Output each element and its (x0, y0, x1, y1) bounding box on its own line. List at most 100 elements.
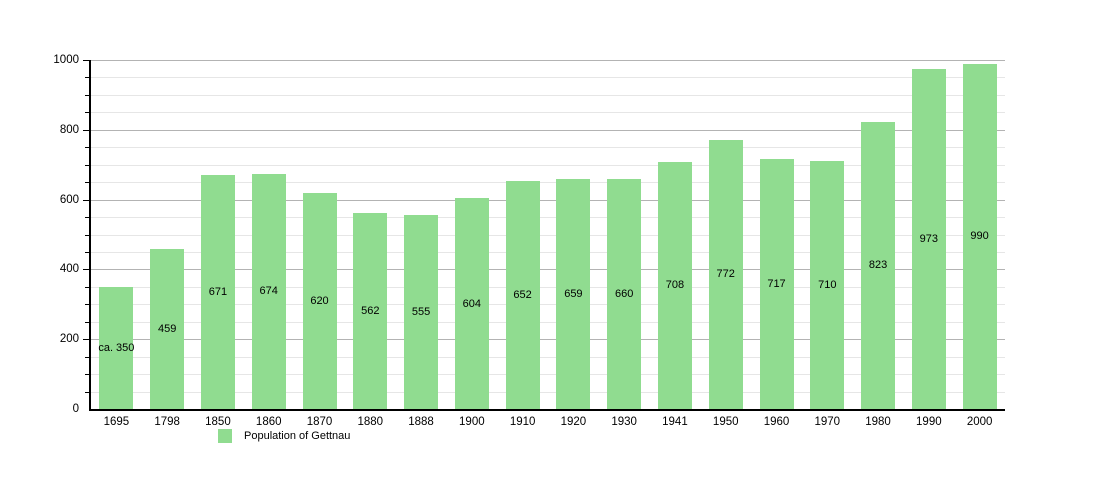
bar-value-label-1888: 555 (411, 306, 431, 319)
minor-gridline-950 (91, 77, 1005, 79)
x-axis-label-1910: 1910 (509, 416, 536, 428)
y-minor-tick-750 (85, 147, 89, 149)
x-axis-label-1950: 1950 (712, 416, 739, 428)
minor-gridline-650 (91, 182, 1005, 184)
x-axis-label-1990: 1990 (916, 416, 942, 428)
minor-gridline-500 (91, 234, 1005, 236)
x-axis-label-1960: 1960 (763, 416, 790, 428)
x-axis-label-1930: 1930 (611, 416, 637, 428)
x-axis-label-1870: 1870 (306, 416, 333, 428)
minor-gridline-450 (91, 251, 1005, 253)
minor-gridline-850 (91, 112, 1005, 114)
x-axis-label-1695: 1695 (103, 416, 130, 428)
y-minor-tick-700 (85, 164, 89, 166)
bar-1930: 660 (607, 178, 642, 409)
x-axis-label-1941: 1941 (662, 416, 688, 428)
bar-1870: 620 (302, 192, 337, 409)
x-axis-label-1850: 1850 (205, 416, 231, 428)
y-minor-tick-550 (85, 217, 89, 219)
x-axis-label-2000: 2000 (966, 416, 993, 428)
bar-value-label-1798: 459 (157, 322, 177, 335)
y-minor-tick-650 (85, 182, 89, 184)
bar-1990: 973 (911, 69, 946, 409)
minor-gridline-150 (91, 356, 1005, 358)
minor-gridline-350 (91, 286, 1005, 288)
bar-2000: 990 (962, 63, 997, 409)
major-gridline-600 (91, 199, 1005, 201)
minor-gridline-50 (91, 391, 1005, 393)
y-minor-tick-250 (85, 321, 89, 323)
bar-value-label-1990: 973 (919, 233, 939, 246)
minor-gridline-550 (91, 217, 1005, 219)
x-axis-label-1920: 1920 (560, 416, 587, 428)
legend-label: Population of Gettnau (244, 430, 351, 442)
bar-1950: 772 (708, 139, 743, 409)
major-gridline-1000 (91, 60, 1005, 61)
bar-1860: 674 (251, 173, 286, 409)
minor-gridline-900 (91, 94, 1005, 96)
bar-value-label-1970: 710 (818, 279, 837, 292)
bar-value-label-1950: 772 (716, 268, 735, 281)
y-minor-tick-450 (85, 251, 89, 253)
bar-1980: 823 (861, 121, 896, 409)
bar-1920: 659 (556, 179, 591, 409)
bar-1850: 671 (200, 174, 235, 409)
y-minor-tick-850 (85, 112, 89, 114)
bar-1900: 604 (454, 198, 489, 409)
legend-swatch-icon (218, 429, 232, 443)
y-axis-label-0: 0 (72, 403, 79, 415)
y-major-tick-200 (83, 339, 89, 341)
bar-value-label-1980: 823 (868, 259, 888, 272)
bar-value-label-1860: 674 (259, 285, 278, 298)
bar-1695: ca. 350 (98, 286, 135, 409)
bar-value-label-1930: 660 (614, 287, 634, 300)
minor-gridline-700 (91, 164, 1005, 166)
y-minor-tick-350 (85, 286, 89, 288)
bar-1960: 717 (759, 158, 794, 409)
y-axis-label-800: 800 (59, 123, 79, 136)
bar-value-label-1850: 671 (208, 285, 228, 298)
x-axis-label-1900: 1900 (459, 416, 485, 428)
bar-value-label-1695: ca. 350 (98, 341, 135, 354)
bar-1910: 652 (505, 181, 540, 409)
y-minor-tick-50 (85, 391, 89, 393)
y-major-tick-400 (83, 269, 89, 271)
bar-value-label-1870: 620 (310, 294, 329, 307)
bar-1941: 708 (657, 161, 692, 409)
bar-1970: 710 (810, 161, 845, 409)
y-major-tick-600 (83, 199, 89, 201)
x-axis-label-1798: 1798 (154, 416, 180, 428)
major-gridline-200 (91, 339, 1005, 341)
y-major-tick-800 (83, 129, 89, 131)
y-axis-label-1000: 1000 (53, 54, 79, 66)
bar-1880: 562 (353, 212, 388, 409)
y-minor-tick-950 (85, 77, 89, 79)
bar-value-label-2000: 990 (970, 230, 989, 243)
bar-value-label-1900: 604 (462, 297, 482, 310)
x-axis-label-1970: 1970 (814, 416, 841, 428)
y-axis-label-400: 400 (59, 263, 79, 276)
minor-gridline-300 (91, 304, 1005, 306)
bar-value-label-1920: 659 (564, 288, 583, 301)
x-axis-label-1888: 1888 (408, 416, 434, 428)
minor-gridline-250 (91, 321, 1005, 323)
y-minor-tick-100 (85, 374, 89, 376)
y-minor-tick-150 (85, 356, 89, 358)
minor-gridline-100 (91, 374, 1005, 376)
major-gridline-800 (91, 129, 1005, 131)
bar-value-label-1960: 717 (767, 277, 786, 290)
y-minor-tick-900 (85, 94, 89, 96)
bar-value-label-1880: 562 (361, 304, 380, 317)
legend: Population of Gettnau (218, 429, 350, 443)
bar-value-label-1910: 652 (513, 289, 532, 302)
y-minor-tick-300 (85, 304, 89, 306)
y-major-tick-1000 (83, 60, 89, 61)
bar-1888: 555 (404, 215, 439, 409)
plot-area: 0 200 400 600 800 1000 ca. 350 1695 459 1798 671 18… (53, 54, 1005, 428)
bar-1798: 459 (150, 248, 185, 409)
x-axis-label-1860: 1860 (255, 416, 282, 428)
minor-gridline-750 (91, 147, 1005, 149)
y-axis-label-600: 600 (59, 193, 79, 206)
bar-value-label-1941: 708 (665, 279, 685, 292)
